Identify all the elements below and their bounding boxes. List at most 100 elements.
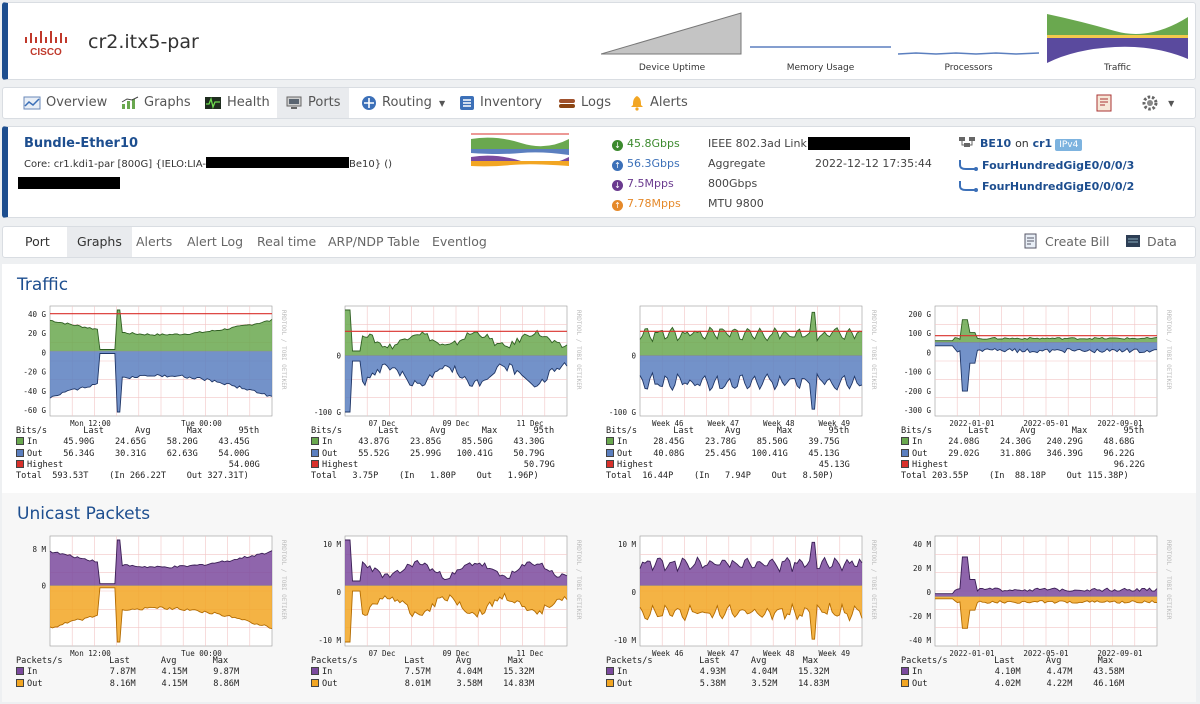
- legend-swatch: [901, 448, 909, 457]
- out-line: [935, 598, 1158, 629]
- health-icon: [205, 96, 221, 109]
- device-header: CISCO cr2.itx5-par Device Uptime Memory …: [2, 2, 1196, 80]
- out-line: [345, 360, 568, 413]
- arrow-up-icon: ↑: [612, 160, 623, 171]
- in-rate: ↓ 45.8Gbps: [612, 137, 680, 151]
- y-tick-label: 0: [631, 352, 636, 361]
- nav-inventory[interactable]: Inventory: [451, 88, 550, 118]
- nav-overview[interactable]: Overview: [15, 88, 115, 118]
- out-area: [345, 585, 567, 642]
- member-port-link[interactable]: FourHundredGigE0/0/0/3: [958, 158, 1134, 172]
- legend-header: Packets/s Last Avg Max: [901, 656, 1114, 666]
- member-link-icon: [959, 160, 978, 171]
- rrd-graph: 200 G 100 G 0 -100 G -200 G -300 G 2022-01-01 2…: [904, 305, 1172, 428]
- settings-menu-button[interactable]: ▼: [1141, 88, 1174, 118]
- nav-ports[interactable]: Ports: [277, 88, 349, 118]
- redacted-text: [18, 177, 120, 189]
- y-tick-label: -60 G: [23, 406, 46, 415]
- in-pps: ↓ 7.5Mpps: [612, 177, 674, 191]
- redacted-text: [808, 137, 910, 150]
- parent-port-link[interactable]: BE10 on cr1 IPv4: [958, 136, 1083, 151]
- x-tick-label: 09 Dec: [442, 649, 469, 658]
- legend-swatch: [606, 667, 614, 676]
- network-icon: [959, 137, 975, 147]
- gear-icon: [1142, 95, 1158, 110]
- arrow-up-icon: ↑: [612, 200, 623, 211]
- arrow-down-icon: ↓: [612, 140, 623, 151]
- port-mtu: MTU 9800: [708, 197, 764, 210]
- tab-alert-log[interactable]: Alert Log: [187, 234, 244, 249]
- uptime-graph-icon: [601, 12, 742, 55]
- out-area: [640, 585, 862, 640]
- y-tick-label: 0: [336, 352, 341, 361]
- tab-alerts[interactable]: Alerts: [136, 234, 173, 249]
- rrdtool-watermark: RRDTOOL / TOBI OETIKER: [870, 310, 877, 390]
- out-area: [50, 351, 272, 412]
- port-traffic-thumbnail[interactable]: [471, 131, 569, 169]
- tab-port[interactable]: Port: [25, 234, 50, 249]
- ports-icon: [286, 96, 302, 109]
- y-tick-label: 200 G: [908, 310, 931, 319]
- x-tick-label: Mon 12:00: [70, 419, 111, 428]
- x-tick-label: Week 48: [763, 649, 795, 658]
- legend-swatch: [606, 678, 614, 687]
- tab-arp-ndp[interactable]: ARP/NDP Table: [328, 234, 420, 249]
- legend-swatch: [16, 678, 24, 687]
- y-tick-label: 100 G: [908, 329, 931, 338]
- traffic-mini-graph[interactable]: Traffic: [1045, 9, 1190, 77]
- nav-alerts[interactable]: Alerts: [621, 88, 696, 118]
- memory-mini-graph[interactable]: Memory Usage: [748, 9, 893, 77]
- x-tick-label: 11 Dec: [516, 419, 543, 428]
- out-line: [345, 590, 568, 643]
- rrdtool-watermark: RRDTOOL / TOBI OETIKER: [575, 540, 582, 620]
- port-description: Core: cr1.kdi1-par [800G] {IELO:LIA- Be10…: [24, 157, 393, 170]
- in-line: [935, 556, 1158, 595]
- nav-logs[interactable]: Logs: [550, 88, 619, 118]
- report-button[interactable]: [1096, 88, 1117, 118]
- tab-eventlog[interactable]: Eventlog: [432, 234, 487, 249]
- tab-graphs[interactable]: Graphs: [67, 227, 132, 257]
- legend-swatch: [901, 667, 909, 676]
- processor-graph-icon: [897, 52, 1040, 55]
- x-tick-label: 2022-01-01: [949, 419, 994, 428]
- graph-legend: Bits/s Last Avg Max 95th In 28.45G 23.78G…: [606, 426, 850, 482]
- unicast-section-title: Unicast Packets: [17, 504, 151, 524]
- legend-row: Out 5.38M 3.52M 14.83M: [606, 678, 829, 690]
- legend-row: Out 56.34G 30.31G 62.63G 54.00G: [16, 448, 260, 460]
- in-area: [935, 319, 1157, 343]
- last-change-time: 2022-12-12 17:35:44: [815, 157, 932, 170]
- in-line: [345, 539, 568, 582]
- routing-icon: [362, 95, 376, 110]
- nav-routing[interactable]: Routing ▼: [353, 88, 453, 118]
- graph-legend: Bits/s Last Avg Max 95th In 43.87G 23.85G…: [311, 426, 555, 482]
- legend-row: In 4.93M 4.04M 15.32M: [606, 667, 829, 678]
- legend-row: Out 8.01M 3.58M 14.83M: [311, 678, 534, 690]
- ipv4-badge: IPv4: [1055, 139, 1083, 151]
- device-title[interactable]: cr2.itx5-par: [88, 31, 199, 53]
- out-line: [639, 371, 863, 410]
- member-port-link[interactable]: FourHundredGigE0/0/0/2: [958, 179, 1134, 193]
- y-tick-label: -10 M: [318, 636, 341, 645]
- out-line: [935, 345, 1157, 392]
- uptime-mini-graph[interactable]: Device Uptime: [601, 9, 743, 77]
- inventory-icon: [460, 95, 474, 110]
- alerts-icon: [631, 95, 643, 111]
- create-bill-button[interactable]: Create Bill: [1023, 227, 1110, 257]
- x-tick-label: 2022-05-01: [1023, 419, 1068, 428]
- data-button[interactable]: Data: [1125, 227, 1177, 257]
- y-tick-label: 0: [926, 588, 931, 597]
- x-tick-label: Week 49: [818, 419, 850, 428]
- out-area: [345, 355, 567, 412]
- redacted-text: [205, 157, 349, 168]
- tab-real-time[interactable]: Real time: [257, 234, 317, 249]
- port-name[interactable]: Bundle-Ether10: [24, 136, 139, 151]
- rrdtool-watermark: RRDTOOL / TOBI OETIKER: [280, 310, 287, 390]
- nav-graphs[interactable]: Graphs: [113, 88, 199, 118]
- rrd-graph: 10 M 0 -10 M 07 Dec 09 Dec 11 Dec RRDTOOL / TO…: [318, 535, 582, 658]
- graph-legend: Packets/s Last Avg Max In 7.57M 4.04M 15.…: [311, 656, 534, 690]
- legend-swatch: [311, 437, 319, 446]
- processor-mini-graph[interactable]: Processors: [896, 9, 1041, 77]
- nav-health[interactable]: Health: [196, 88, 278, 118]
- y-tick-label: -40 M: [908, 636, 931, 645]
- legend-swatch: [311, 459, 319, 468]
